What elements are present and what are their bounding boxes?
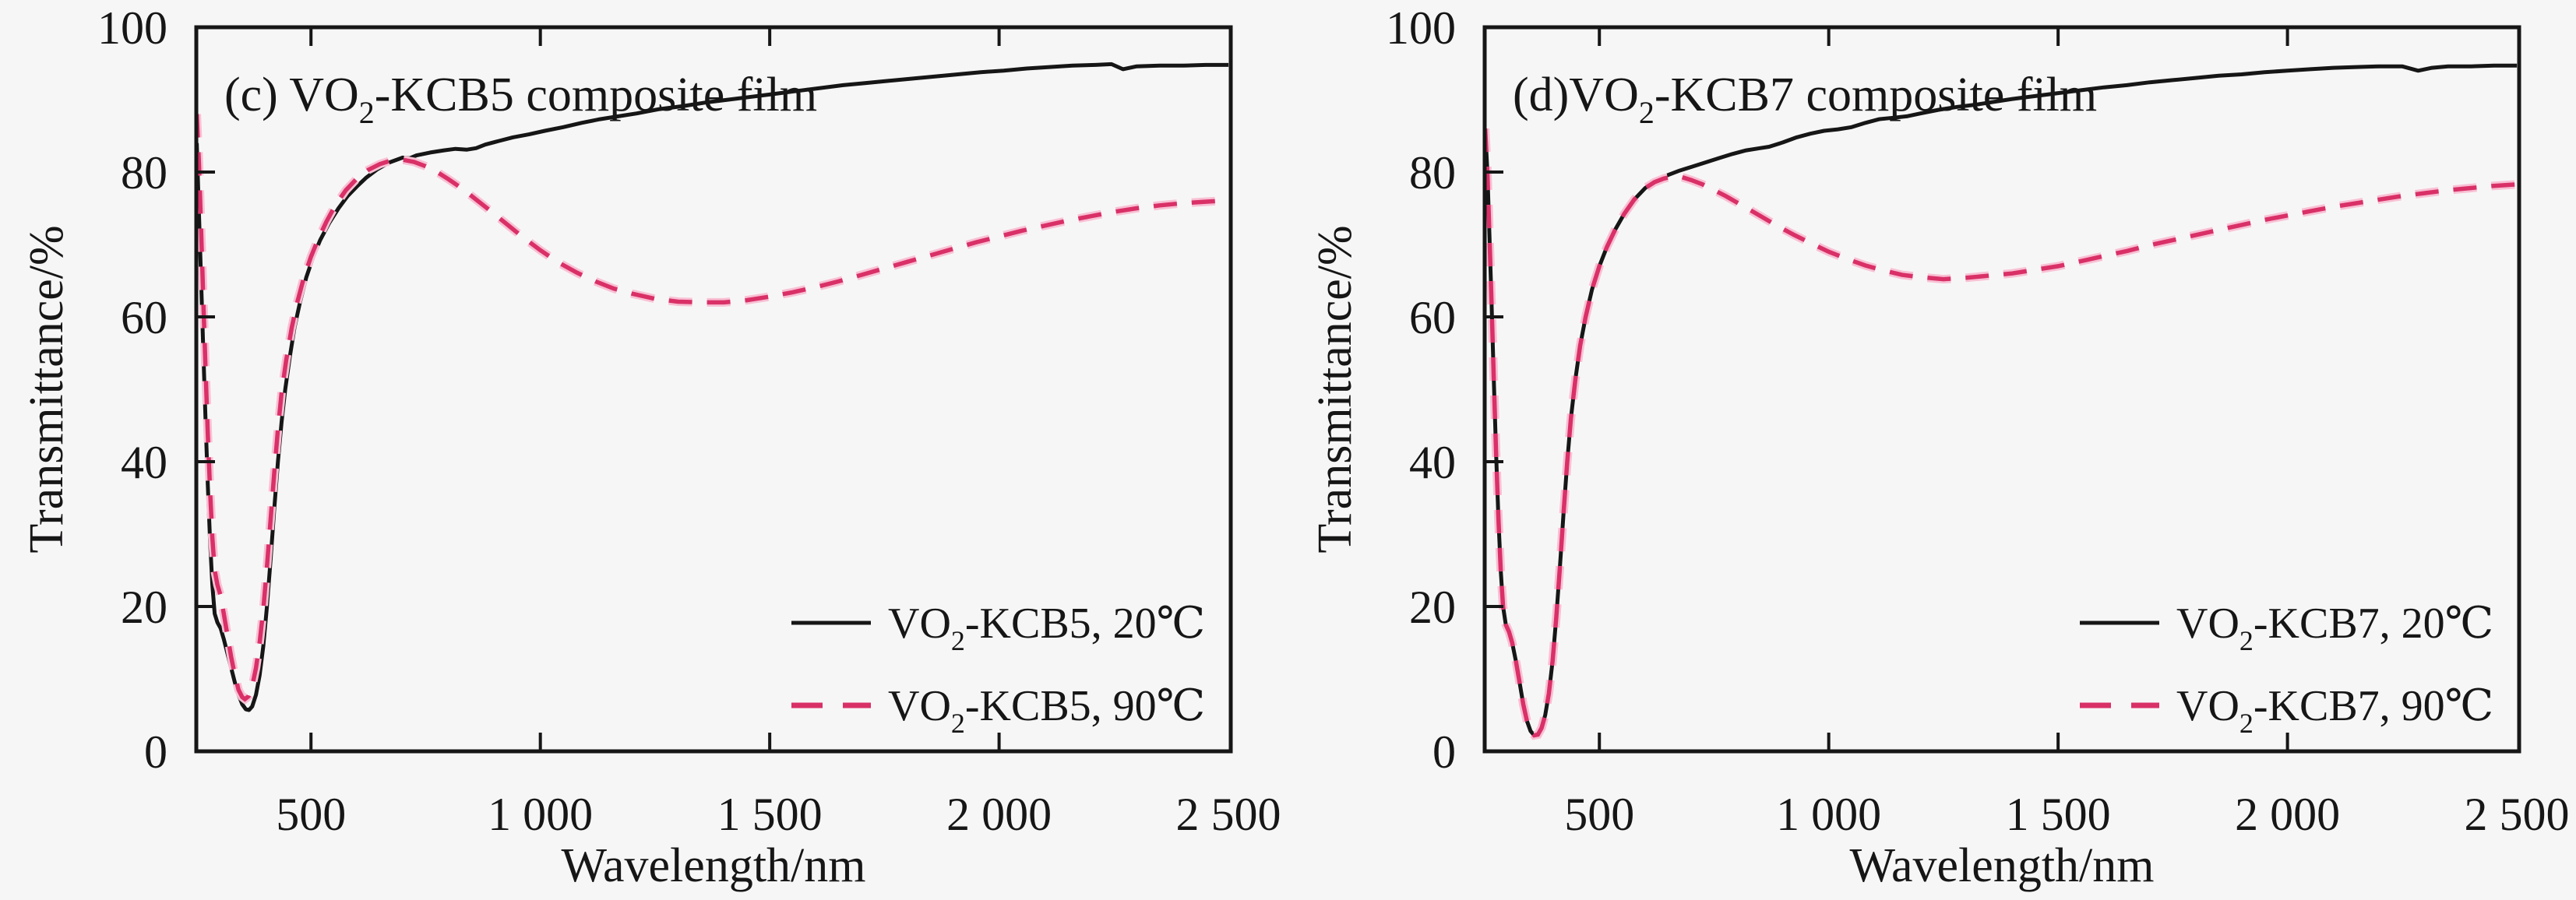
x-tick-label: 2 000 [2235, 789, 2340, 840]
x-axis-title: Wavelength/nm [561, 839, 865, 892]
y-axis: 0 20 40 60 80 100 Transmittance/% [1309, 2, 1503, 778]
plot-curves [1485, 63, 2518, 740]
y-tick-label: 0 [144, 726, 167, 778]
y-tick-label: 60 [121, 292, 167, 343]
x-tick-label: 500 [1564, 789, 1634, 840]
y-tick-label: 100 [97, 2, 167, 54]
x-tick-label: 2 500 [2465, 789, 2570, 840]
legend-label: VO2-KCB5, 20℃ [888, 599, 1205, 656]
x-tick-label: 1 000 [1776, 789, 1881, 840]
x-axis: 500 1 000 1 500 2 000 2 500 Wavelength/nm [276, 27, 1281, 892]
legend-label: VO2-KCB7, 90℃ [2176, 682, 2493, 739]
y-tick-label: 0 [1432, 726, 1456, 778]
legend-label: VO2-KCB5, 90℃ [888, 682, 1205, 739]
y-tick-label: 100 [1386, 2, 1456, 54]
panel-title: (d)VO2-KCB7 composite film [1513, 69, 2097, 130]
x-axis: 500 1 000 1 500 2 000 2 500 Wavelength/nm [1564, 27, 2570, 892]
series-90c-dashed-line [196, 114, 1229, 702]
y-axis-title: Transmittance/% [1309, 225, 1362, 553]
y-tick-label: 80 [121, 147, 167, 199]
y-tick-label: 20 [121, 582, 167, 633]
x-tick-label: 2 000 [946, 789, 1052, 840]
y-tick-label: 40 [121, 437, 167, 488]
plot-border [194, 25, 1233, 754]
legend: VO2-KCB5, 20℃ VO2-KCB5, 90℃ [791, 599, 1205, 739]
plot-border [1482, 25, 2521, 754]
x-tick-label: 1 500 [2006, 789, 2111, 840]
y-tick-label: 80 [1409, 147, 1456, 199]
x-tick-label: 2 500 [1176, 789, 1281, 840]
chart-vo2-kcb7-transmittance: 500 1 000 1 500 2 000 2 500 Wavelength/nm 0 20 4… [1309, 2, 2570, 892]
chart-vo2-kcb5-transmittance: 500 1 000 1 500 2 000 2 500 Wavelength/nm 0 20 4… [20, 2, 1281, 892]
plot-curves [196, 62, 1229, 712]
x-tick-label: 1 000 [488, 789, 593, 840]
y-axis-title: Transmittance/% [20, 225, 73, 553]
y-axis: 0 20 40 60 80 100 Transmittance/% [20, 2, 215, 778]
y-tick-label: 60 [1409, 292, 1456, 343]
legend: VO2-KCB7, 20℃ VO2-KCB7, 90℃ [2080, 599, 2493, 739]
legend-label: VO2-KCB7, 20℃ [2176, 599, 2493, 656]
x-axis-title: Wavelength/nm [1849, 839, 2154, 892]
x-tick-label: 500 [276, 789, 346, 840]
panel-title: (c) VO2-KCB5 composite film [224, 69, 817, 130]
x-tick-label: 1 500 [717, 789, 823, 840]
y-tick-label: 40 [1409, 437, 1456, 488]
series-90c-dashed-line [1485, 128, 2518, 738]
y-tick-label: 20 [1409, 582, 1456, 633]
